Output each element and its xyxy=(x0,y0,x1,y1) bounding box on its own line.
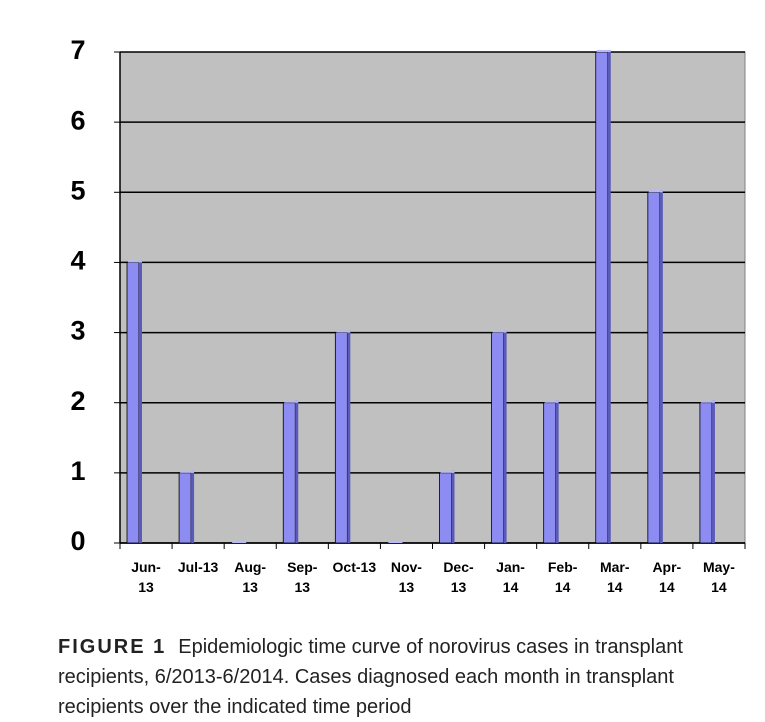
bar-top xyxy=(388,541,403,543)
caption: FIGURE 1 Epidemiologic time curve of noro… xyxy=(58,632,758,722)
x-tick-label: Mar-14 xyxy=(599,559,630,595)
bar-side xyxy=(555,400,559,543)
bar xyxy=(126,262,140,544)
y-tick-label: 4 xyxy=(70,246,85,276)
bar-side xyxy=(451,470,455,543)
bar xyxy=(699,402,713,544)
bar xyxy=(178,472,192,544)
y-tick-label: 5 xyxy=(70,175,85,205)
x-tick-label: Oct-13 xyxy=(332,559,377,575)
bar-side xyxy=(191,470,195,543)
bar-side xyxy=(711,400,715,543)
bar-top xyxy=(284,400,299,403)
y-tick-label: 6 xyxy=(70,105,85,135)
bar-top xyxy=(648,190,663,193)
x-tick-label: Sep-13 xyxy=(287,559,318,595)
x-tick-label: Jun-13 xyxy=(131,559,161,595)
bar-top xyxy=(440,470,455,473)
x-tick-label: Apr-14 xyxy=(652,559,682,595)
bar xyxy=(647,191,661,544)
y-tick-label: 0 xyxy=(70,526,85,556)
bar xyxy=(491,332,504,544)
x-tick-label: Jan-14 xyxy=(496,559,525,595)
y-tick-label: 2 xyxy=(70,386,85,416)
bar-side xyxy=(607,50,611,543)
plot-area xyxy=(119,51,746,544)
bar-side xyxy=(139,260,142,543)
x-tick-label: Aug-13 xyxy=(234,559,267,595)
x-tick-label: May-14 xyxy=(702,559,735,595)
bar xyxy=(595,51,609,544)
bar xyxy=(282,402,296,544)
bar-side xyxy=(347,330,351,543)
x-tick-label: Feb-14 xyxy=(547,559,578,595)
chart: 0 1 2 3 4 5 6 7 xyxy=(70,35,746,556)
bar xyxy=(439,472,452,544)
x-tick-label: Nov-13 xyxy=(390,559,422,595)
bar-top xyxy=(596,50,611,52)
x-tick-label: Jul-13 xyxy=(177,559,219,575)
bar-top xyxy=(232,541,247,543)
bar-side xyxy=(503,330,507,543)
bar xyxy=(543,402,557,544)
bar xyxy=(334,332,348,544)
bar-top xyxy=(180,470,195,473)
y-tick-label: 3 xyxy=(70,316,85,346)
bar-top xyxy=(128,260,142,263)
bar-top xyxy=(492,330,507,333)
y-tick-label: 1 xyxy=(70,456,85,486)
y-tick-label: 7 xyxy=(70,35,85,65)
figure-label: FIGURE 1 xyxy=(58,636,167,658)
x-tick-label: Dec-13 xyxy=(443,559,474,595)
bar-side xyxy=(659,190,663,544)
bar-side xyxy=(295,400,299,543)
bar-top xyxy=(544,400,559,403)
caption-text: Epidemiologic time curve of norovirus ca… xyxy=(58,636,683,718)
bar-top xyxy=(336,330,351,333)
bar-top xyxy=(700,400,715,403)
